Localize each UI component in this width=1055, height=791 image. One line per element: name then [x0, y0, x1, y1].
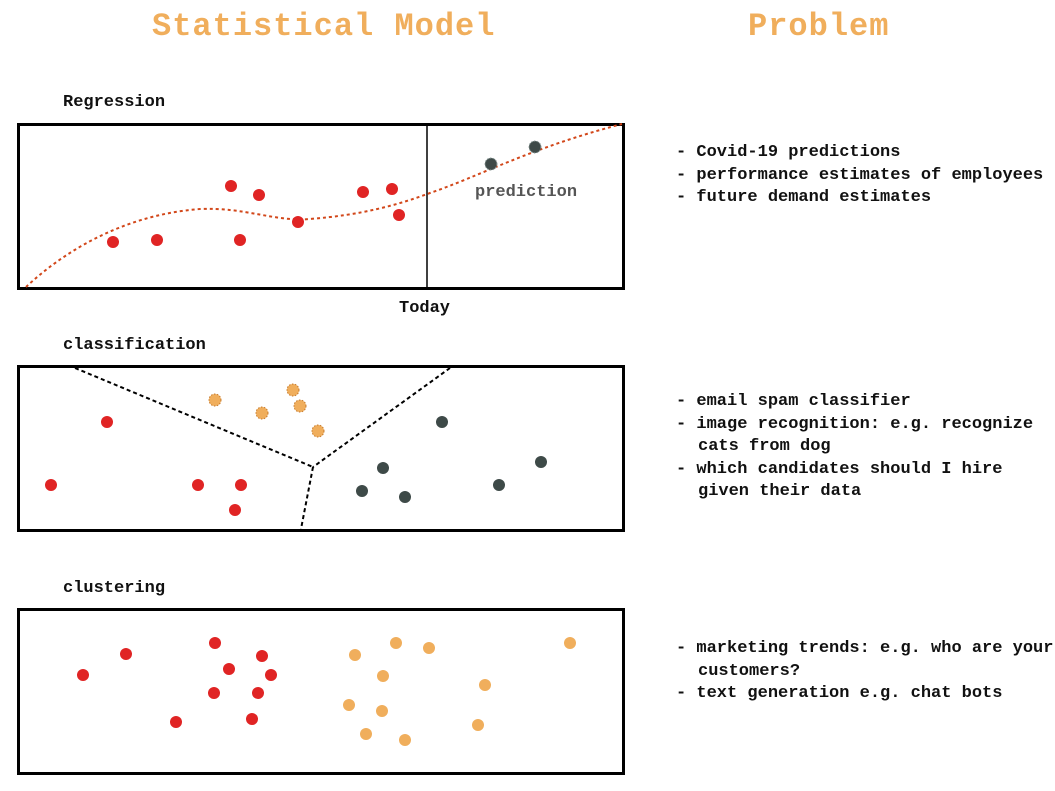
cluster-orange-point [479, 679, 491, 691]
class-red-point [101, 416, 113, 428]
cluster-red-point [77, 669, 89, 681]
statistical-model-heading: Statistical Model [152, 8, 496, 45]
boundary-line [312, 367, 451, 468]
cluster-orange-point [377, 670, 389, 682]
problem-item: - email spam classifier [676, 392, 911, 411]
class-red-point [192, 479, 204, 491]
cluster-red-point [265, 669, 277, 681]
cluster-orange-point [343, 699, 355, 711]
boundary-line [74, 367, 314, 468]
observed-point [253, 189, 265, 201]
problem-item: - image recognition: e.g. recognize cats… [676, 414, 1044, 457]
class-orange-point [255, 406, 269, 420]
class-orange-point [286, 383, 300, 397]
clustering-panel [17, 608, 625, 775]
classification-frame [17, 365, 625, 532]
observed-point [151, 234, 163, 246]
classification-problems: - email spam classifier - image recognit… [676, 391, 1055, 504]
class-dark-point [436, 416, 448, 428]
clustering-problems: - marketing trends: e.g. who are your cu… [676, 638, 1055, 706]
class-orange-point [293, 399, 307, 413]
problem-heading: Problem [748, 8, 890, 45]
cluster-red-point [252, 687, 264, 699]
observed-point [225, 180, 237, 192]
classification-plot [17, 365, 625, 532]
cluster-red-point [223, 663, 235, 675]
cluster-red-point [208, 687, 220, 699]
observed-point [393, 209, 405, 221]
problem-item: - marketing trends: e.g. who are your cu… [676, 639, 1054, 681]
class-dark-point [356, 485, 368, 497]
observed-point [107, 236, 119, 248]
prediction-label: prediction [475, 183, 577, 202]
predicted-point [528, 140, 542, 154]
regression-problems: - Covid-19 predictions - performance est… [676, 142, 1043, 210]
cluster-orange-point [376, 705, 388, 717]
cluster-orange-point [472, 719, 484, 731]
cluster-orange-point [399, 734, 411, 746]
observed-point [357, 186, 369, 198]
class-red-point [235, 479, 247, 491]
regression-label: Regression [63, 93, 166, 112]
clustering-plot [17, 608, 625, 775]
regression-panel: prediction [17, 123, 625, 290]
predicted-point [484, 157, 498, 171]
cluster-red-point [256, 650, 268, 662]
cluster-orange-point [360, 728, 372, 740]
problem-item: - which candidates should I hire given t… [676, 459, 1013, 502]
regression-frame [17, 123, 625, 290]
clustering-label: clustering [63, 579, 166, 598]
today-label: Today [399, 299, 451, 318]
observed-point [292, 216, 304, 228]
regression-plot: prediction [17, 123, 625, 290]
class-dark-point [535, 456, 547, 468]
classification-label: classification [63, 336, 206, 355]
problem-item: - performance estimates of employees [676, 165, 1044, 185]
class-orange-point [208, 393, 222, 407]
cluster-red-point [209, 637, 221, 649]
classification-panel [17, 365, 625, 532]
class-dark-point [493, 479, 505, 491]
cluster-red-point [120, 648, 132, 660]
observed-point [386, 183, 398, 195]
observed-point [234, 234, 246, 246]
problem-item: - future demand estimates [676, 188, 932, 207]
cluster-red-point [170, 716, 182, 728]
cluster-orange-point [390, 637, 402, 649]
clustering-frame [17, 608, 625, 775]
class-dark-point [377, 462, 389, 474]
cluster-red-point [246, 713, 258, 725]
class-dark-point [399, 491, 411, 503]
class-red-point [229, 504, 241, 516]
cluster-orange-point [423, 642, 435, 654]
problem-item: - text generation e.g. chat bots [676, 684, 1003, 703]
class-orange-point [311, 424, 325, 438]
class-red-point [45, 479, 57, 491]
problem-item: - Covid-19 predictions [676, 143, 901, 162]
cluster-orange-point [564, 637, 576, 649]
boundary-line [300, 466, 314, 530]
cluster-orange-point [349, 649, 361, 661]
